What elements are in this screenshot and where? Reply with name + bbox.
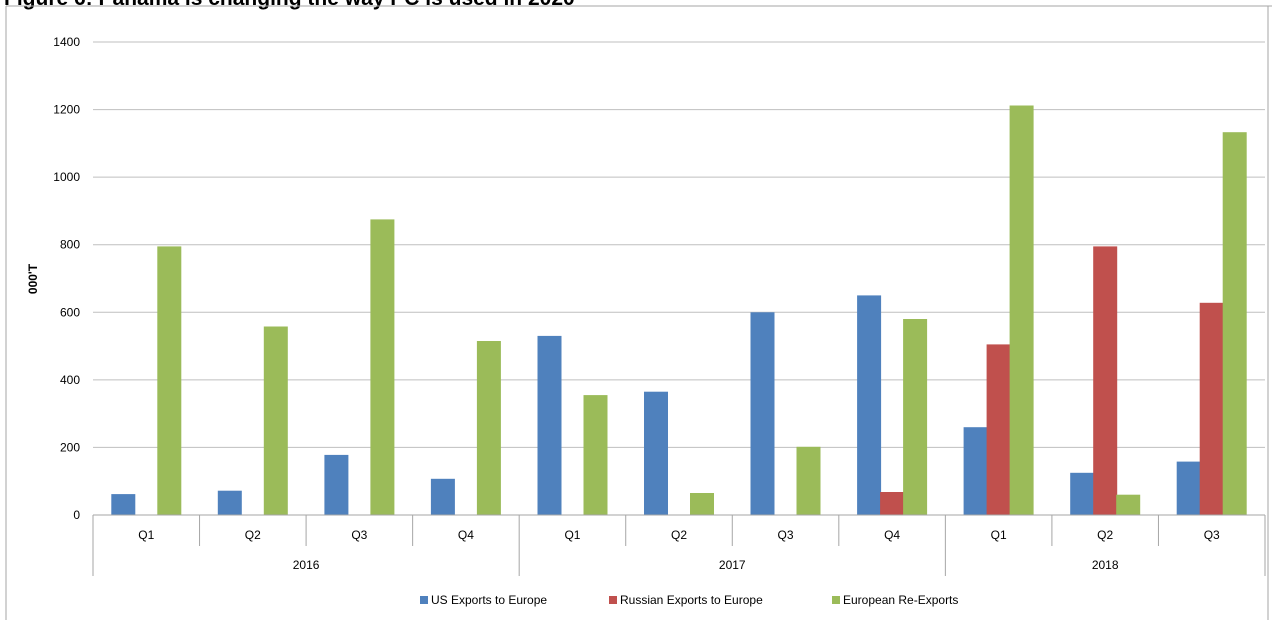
bar xyxy=(903,319,928,515)
x-tick-label: Q3 xyxy=(778,528,794,542)
x-tick-label: Q4 xyxy=(884,528,900,542)
y-tick-label: 1000 xyxy=(53,170,80,184)
legend-label: Russian Exports to Europe xyxy=(620,593,763,607)
y-axis-title: 000'T xyxy=(26,263,40,294)
bar xyxy=(880,492,905,515)
legend-label: European Re-Exports xyxy=(843,593,958,607)
bar xyxy=(263,326,288,515)
x-tick-label: Q1 xyxy=(138,528,154,542)
bar xyxy=(796,446,821,515)
x-tick-label: Q1 xyxy=(991,528,1007,542)
x-tick-label: Q3 xyxy=(351,528,367,542)
legend-item: Russian Exports to Europe xyxy=(609,593,763,607)
x-tick-label: Q2 xyxy=(1097,528,1113,542)
legend-item: US Exports to Europe xyxy=(420,593,547,607)
legend-swatch xyxy=(609,596,617,604)
bar xyxy=(644,391,668,515)
legend-swatch xyxy=(420,596,428,604)
y-axis: 0 200 400 600 800 1000 1200 1400 xyxy=(53,35,80,522)
x-tick-label: Q2 xyxy=(671,528,687,542)
year-label: 2018 xyxy=(1092,558,1119,572)
y-tick-label: 600 xyxy=(60,305,80,319)
bar xyxy=(1070,472,1095,515)
legend-item: European Re-Exports xyxy=(832,593,958,607)
bar xyxy=(583,395,608,515)
figure-title: Figure 6: Panama is changing the way PC … xyxy=(4,0,575,11)
legend: US Exports to Europe Russian Exports to E… xyxy=(420,593,958,607)
bar xyxy=(430,478,455,515)
bar xyxy=(476,341,501,515)
y-tick-label: 200 xyxy=(60,440,80,454)
bar xyxy=(857,295,882,515)
y-tick-label: 400 xyxy=(60,373,80,387)
y-tick-label: 1400 xyxy=(53,35,80,49)
y-tick-label: 1200 xyxy=(53,103,80,117)
bar xyxy=(1093,246,1118,515)
bar xyxy=(1176,461,1201,515)
year-label: 2017 xyxy=(719,558,746,572)
x-axis: Q1 Q2 Q3 Q4 Q1 Q2 Q3 Q4 Q1 Q2 Q3 2016 2017 2018 xyxy=(92,514,1266,576)
x-tick-label: Q4 xyxy=(458,528,474,542)
bar xyxy=(217,490,242,515)
bars xyxy=(111,105,1247,515)
bar xyxy=(370,219,395,515)
bar xyxy=(750,312,775,515)
bar xyxy=(1009,105,1034,515)
legend-swatch xyxy=(832,596,840,604)
x-tick-label: Q2 xyxy=(245,528,261,542)
x-tick-label: Q3 xyxy=(1204,528,1220,542)
bar xyxy=(690,493,714,515)
bar xyxy=(1116,494,1141,515)
bar xyxy=(157,246,182,515)
y-tick-label: 800 xyxy=(60,238,80,252)
bar xyxy=(986,344,1011,515)
bar xyxy=(963,427,988,515)
gridlines xyxy=(93,41,1265,448)
bar xyxy=(537,335,562,515)
bar xyxy=(1199,302,1224,515)
bar xyxy=(111,494,136,515)
legend-label: US Exports to Europe xyxy=(431,593,547,607)
bar xyxy=(1222,132,1247,515)
bar xyxy=(324,454,349,515)
x-tick-label: Q1 xyxy=(564,528,580,542)
year-label: 2016 xyxy=(293,558,320,572)
y-tick-label: 0 xyxy=(73,508,80,522)
